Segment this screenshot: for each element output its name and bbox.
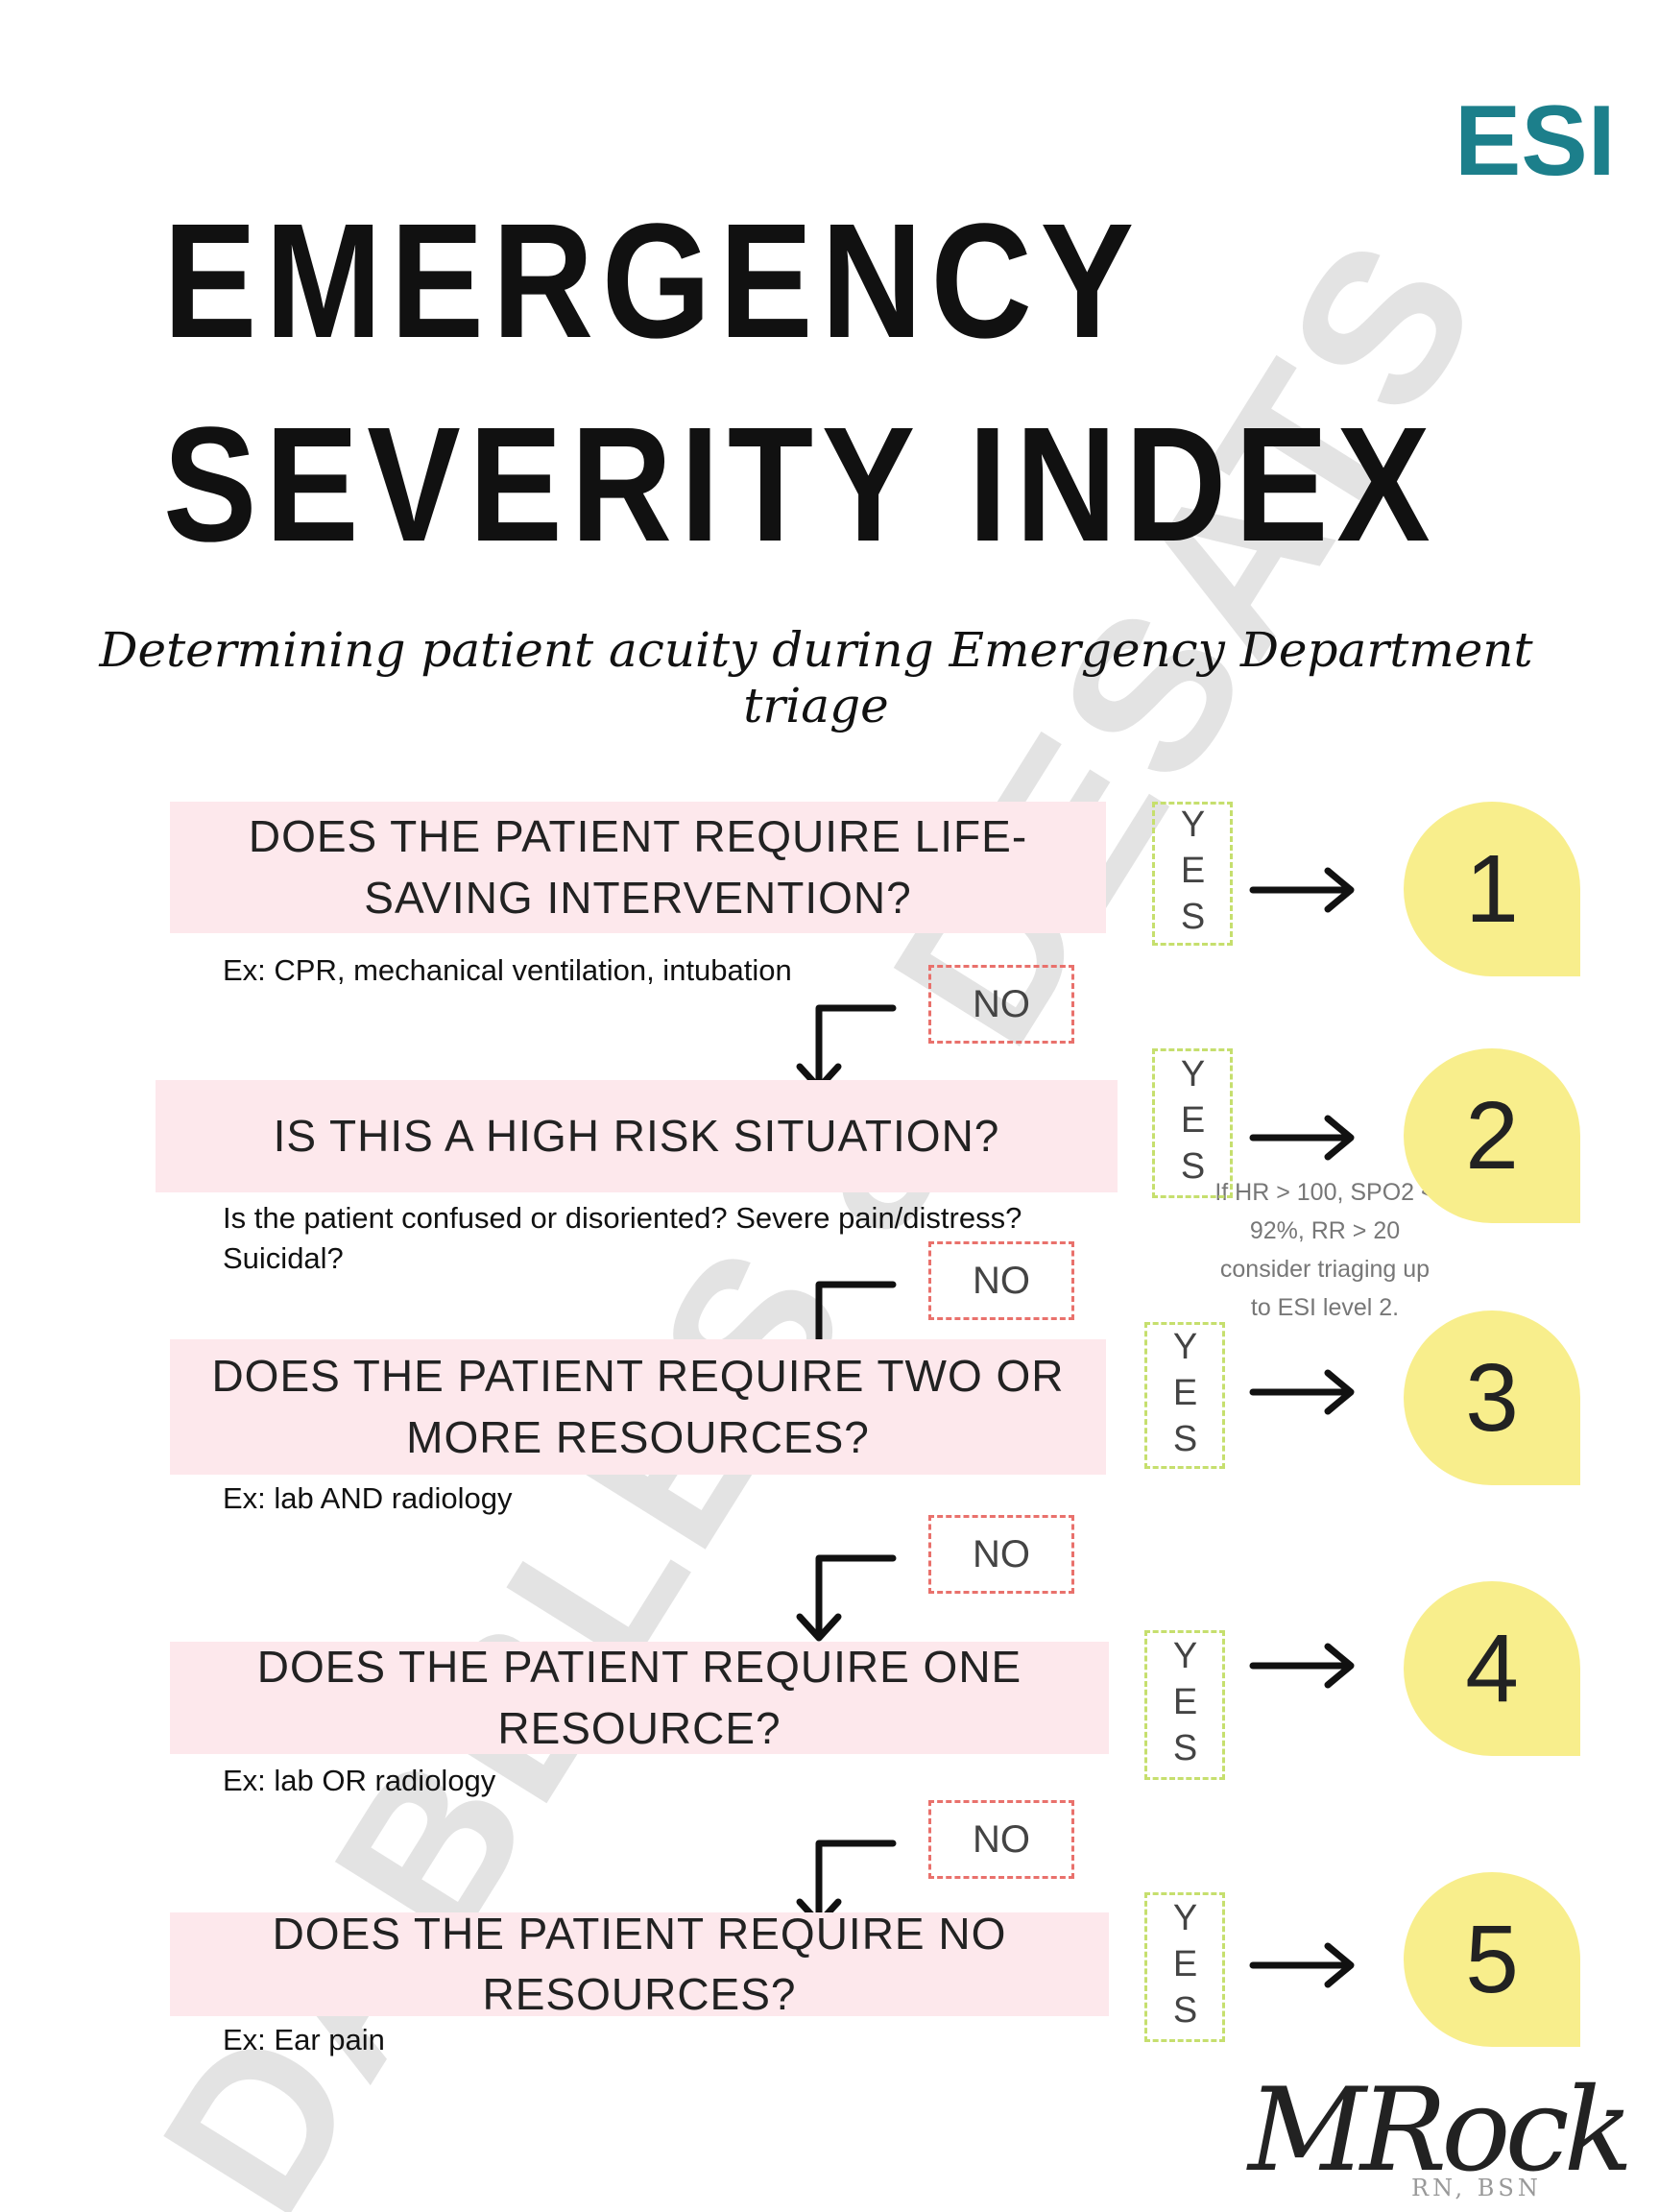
esi-level: 3 bbox=[1404, 1310, 1580, 1485]
question-box: DOES THE PATIENT REQUIRE ONE RESOURCE? bbox=[170, 1642, 1109, 1754]
no-label: NO bbox=[928, 965, 1074, 1044]
subtitle: Determining patient acuity during Emerge… bbox=[99, 622, 1533, 733]
no-label: NO bbox=[928, 1800, 1074, 1879]
yes-label: YES bbox=[1144, 1322, 1225, 1469]
esi-level: 5 bbox=[1404, 1872, 1580, 2047]
example-text: Is the patient confused or disoriented? … bbox=[223, 1201, 1022, 1275]
note: If HR > 100, SPO2 < 92%, RR > 20 conside… bbox=[1214, 1179, 1435, 1321]
esi-badge: ESI bbox=[1455, 85, 1616, 197]
yes-label: YES bbox=[1152, 802, 1233, 946]
credentials: RN, BSN bbox=[1411, 2175, 1542, 2201]
question-box: DOES THE PATIENT REQUIRE TWO OR MORE RES… bbox=[170, 1339, 1106, 1475]
title-line: SEVERITY INDEX bbox=[163, 394, 1439, 576]
no-arrow bbox=[796, 1554, 897, 1642]
esi-level: 2 bbox=[1404, 1048, 1580, 1223]
yes-arrow bbox=[1249, 1643, 1355, 1689]
yes-label: YES bbox=[1144, 1892, 1225, 2042]
yes-arrow bbox=[1249, 1369, 1355, 1415]
example-text: Ex: lab AND radiology bbox=[223, 1481, 513, 1515]
esi-level: 1 bbox=[1404, 802, 1580, 976]
no-label: NO bbox=[928, 1241, 1074, 1320]
yes-arrow bbox=[1249, 867, 1355, 913]
question-box: DOES THE PATIENT REQUIRE LIFE-SAVING INT… bbox=[170, 802, 1106, 933]
example-text: Ex: CPR, mechanical ventilation, intubat… bbox=[223, 953, 792, 987]
no-arrow bbox=[796, 1004, 897, 1092]
esi-level: 4 bbox=[1404, 1581, 1580, 1756]
example-text: Ex: Ear pain bbox=[223, 2023, 385, 2056]
yes-label: YES bbox=[1144, 1630, 1225, 1780]
yes-arrow bbox=[1249, 1942, 1355, 1988]
question-box: DOES THE PATIENT REQUIRE NO RESOURCES? bbox=[170, 1909, 1109, 2019]
title-line: EMERGENCY bbox=[163, 190, 1142, 373]
question-box: IS THIS A HIGH RISK SITUATION? bbox=[156, 1080, 1118, 1192]
no-label: NO bbox=[928, 1515, 1074, 1594]
yes-label: YES bbox=[1152, 1048, 1233, 1198]
example-text: Ex: lab OR radiology bbox=[223, 1764, 496, 1797]
yes-arrow bbox=[1249, 1115, 1355, 1161]
signature: MRock bbox=[1248, 2064, 1633, 2198]
